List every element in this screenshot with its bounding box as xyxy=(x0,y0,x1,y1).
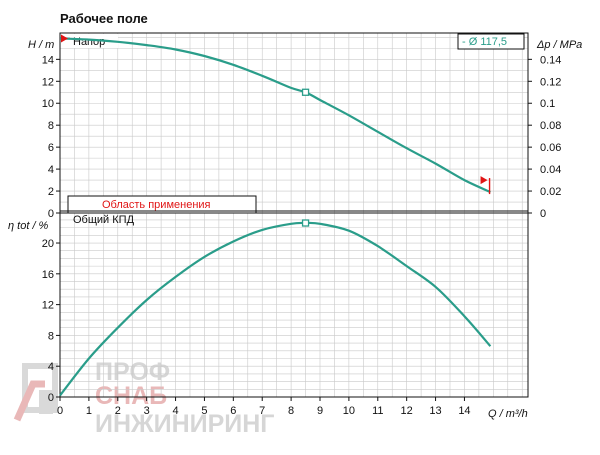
pressure-y-tick-label: 0.14 xyxy=(540,54,561,66)
flow-x-tick-label: 5 xyxy=(201,405,207,417)
head-y-tick-label: 10 xyxy=(42,98,54,110)
flow-x-tick-label: 10 xyxy=(343,405,355,417)
pressure-y-axis-label: Δp / MPa xyxy=(536,39,582,51)
head-y-tick-label: 14 xyxy=(42,54,54,66)
efficiency-y-tick-label: 0 xyxy=(48,392,54,404)
head-plot-frame xyxy=(59,32,529,212)
end-head-marker xyxy=(480,176,488,185)
head-y-axis-label: H / m xyxy=(28,39,54,51)
flow-x-tick-label: 14 xyxy=(458,405,470,417)
pressure-y-tick-label: 0.04 xyxy=(540,164,561,176)
diameter-box xyxy=(457,33,525,50)
efficiency-plot-frame xyxy=(59,210,529,398)
page-title: Рабочее поле xyxy=(60,11,148,26)
shutoff-head-marker xyxy=(61,34,68,43)
watermark-line2: СНАБ xyxy=(95,382,167,410)
head-curve-label: Напор xyxy=(73,36,105,48)
head-curve-layer xyxy=(59,34,491,210)
head-curve-line xyxy=(59,37,491,194)
pressure-y-tick-label: 0.06 xyxy=(540,142,561,154)
flow-x-tick-label: 11 xyxy=(372,405,383,417)
efficiency-operating-point xyxy=(301,219,310,227)
head-y-ticks: 0 2 4 6 8 10 12 14 xyxy=(42,54,60,220)
flow-x-tick-label: 7 xyxy=(259,405,265,417)
head-y-tick-label: 6 xyxy=(48,142,54,154)
flow-x-tick-label: 3 xyxy=(144,405,150,417)
pressure-y-tick-label: 0.1 xyxy=(540,98,555,110)
head-grid xyxy=(59,33,528,214)
efficiency-y-ticks: 0 4 8 12 16 20 xyxy=(42,238,60,404)
head-y-tick-label: 4 xyxy=(48,164,54,176)
flow-x-tick-label: 6 xyxy=(230,405,236,417)
flow-x-tick-label: 2 xyxy=(115,405,121,417)
watermark-logo: ПРОФ СНАБ ИНЖИНИРИНГ xyxy=(13,358,274,438)
efficiency-y-tick-label: 16 xyxy=(42,269,54,281)
flow-x-tick-label: 9 xyxy=(317,405,323,417)
head-y-tick-label: 12 xyxy=(42,76,54,88)
flow-x-tick-label: 12 xyxy=(401,405,413,417)
flow-x-tick-label: 0 xyxy=(57,405,63,417)
head-operating-point xyxy=(301,88,310,96)
efficiency-y-tick-label: 4 xyxy=(48,361,54,373)
efficiency-y-tick-label: 8 xyxy=(48,330,54,342)
efficiency-y-tick-label: 20 xyxy=(42,238,54,250)
efficiency-curve-layer xyxy=(59,219,492,397)
head-y-tick-label: 2 xyxy=(48,186,54,198)
pressure-y-tick-label: 0.08 xyxy=(540,120,561,132)
flow-x-tick-label: 4 xyxy=(172,405,178,417)
flow-x-axis-label: Q / m³/h xyxy=(488,408,528,420)
head-label-box xyxy=(70,34,118,48)
watermark-line3: ИНЖИНИРИНГ xyxy=(95,410,274,438)
head-y-tick-label: 0 xyxy=(48,208,54,220)
efficiency-curve-line xyxy=(59,221,492,397)
flow-x-tick-label: 8 xyxy=(288,405,294,417)
pressure-y-tick-label: 0.12 xyxy=(540,76,561,88)
diameter-label: - Ø 117,5 xyxy=(462,36,507,48)
pressure-y-tick-label: 0.02 xyxy=(540,186,561,198)
application-range-label: Область применения xyxy=(102,199,211,211)
efficiency-y-tick-label: 12 xyxy=(42,300,54,312)
flow-x-ticks: 0 1 2 3 4 5 6 7 8 9 10 11 12 13 14 xyxy=(57,397,471,417)
pressure-y-ticks: 0 0.02 0.04 0.06 0.08 0.1 0.12 0.14 xyxy=(528,54,561,220)
flow-x-tick-label: 1 xyxy=(86,405,92,417)
head-y-tick-label: 8 xyxy=(48,120,54,132)
pressure-y-tick-label: 0 xyxy=(540,208,546,220)
efficiency-curve-label: Общий КПД xyxy=(73,214,135,226)
flow-x-tick-label: 13 xyxy=(429,405,441,417)
efficiency-y-axis-label: η tot / % xyxy=(8,220,49,232)
